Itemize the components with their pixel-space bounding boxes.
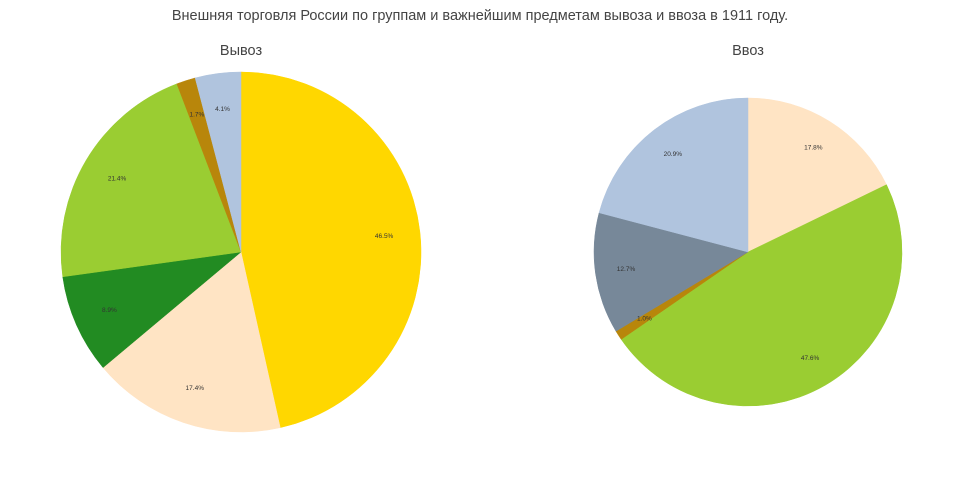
pie-label-import-1: 47.6% <box>801 355 820 362</box>
pie-label-import-0: 17.8% <box>804 144 823 151</box>
pie-label-export-4: 1.7% <box>190 112 205 119</box>
pie-title-import: Ввоз <box>732 43 764 59</box>
pie-label-export-2: 8.9% <box>102 307 117 314</box>
pie-slice-import-3 <box>593 212 749 332</box>
pie-slice-export-3 <box>60 83 242 278</box>
pie-slices-export <box>60 71 422 433</box>
pie-slice-export-2 <box>62 251 242 368</box>
pie-label-export-5: 4.1% <box>215 106 230 113</box>
pie-label-import-2: 1.0% <box>637 315 652 322</box>
pie-chart-import: Ввоз 17.8% 47.6% 1.0% 12.7% 20.9% <box>593 43 903 407</box>
pie-slice-import-4 <box>598 97 749 253</box>
pie-slice-export-1 <box>102 251 281 433</box>
pie-labels-export: 46.5% 17.4% 8.9% 21.4% 1.7% 4.1% <box>102 106 394 392</box>
pie-slice-import-1 <box>620 184 903 407</box>
pie-slice-export-5 <box>194 71 242 253</box>
pie-label-import-4: 20.9% <box>664 151 683 158</box>
pie-title-export: Вывоз <box>220 43 263 59</box>
pie-chart-export: Вывоз 46.5% 17.4% 8.9% 21.4% 1.7% 4.1% <box>60 43 422 433</box>
pie-label-export-1: 17.4% <box>186 385 205 392</box>
figure-title: Внешняя торговля России по группам и важ… <box>171 8 789 24</box>
pie-label-import-3: 12.7% <box>617 266 636 273</box>
pie-slice-export-0 <box>240 71 422 428</box>
pie-slice-import-0 <box>747 97 887 253</box>
pie-labels-import: 17.8% 47.6% 1.0% 12.7% 20.9% <box>617 144 823 362</box>
pie-slices-import <box>593 97 903 407</box>
pie-label-export-0: 46.5% <box>375 233 394 240</box>
pie-label-export-3: 21.4% <box>108 175 127 182</box>
